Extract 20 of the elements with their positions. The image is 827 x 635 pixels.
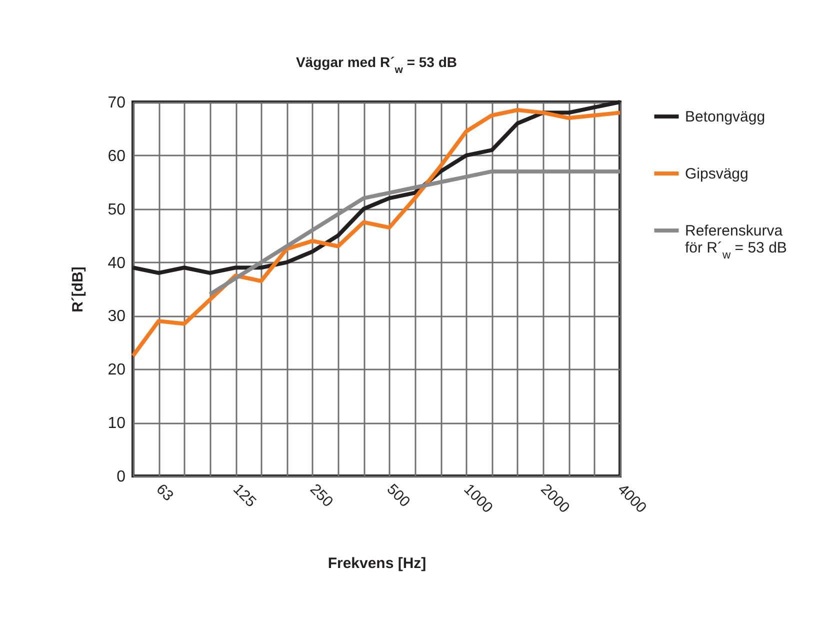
y-tick-label: 40 (108, 254, 126, 272)
y-tick-label: 70 (108, 94, 126, 112)
line-series (131, 108, 622, 358)
x-tick-label: 125 (230, 480, 260, 511)
x-axis-title: Frekvens [Hz] (328, 554, 426, 572)
chart-title: Väggar med R´$_{w}$ = 53 dB (296, 54, 458, 76)
x-tick-label: 63 (152, 480, 177, 505)
line-series (208, 169, 622, 296)
x-tick-label: 250 (306, 480, 336, 511)
y-tick-label: 20 (108, 362, 126, 379)
legend-label: Gipsvägg (685, 166, 748, 182)
y-tick-label: 30 (108, 308, 126, 326)
legend-label: Betongvägg (685, 108, 766, 126)
legend-label: Referenskurva för R´$_{w}$ = 53 dB (685, 222, 787, 262)
y-tick-label: 10 (108, 415, 126, 432)
y-tick-label: 60 (108, 148, 126, 165)
x-tick-label: 500 (383, 480, 414, 511)
y-axis-title: R´[dB] (70, 266, 87, 312)
y-tick-label: 0 (116, 468, 126, 486)
y-tick-label: 50 (108, 201, 126, 218)
